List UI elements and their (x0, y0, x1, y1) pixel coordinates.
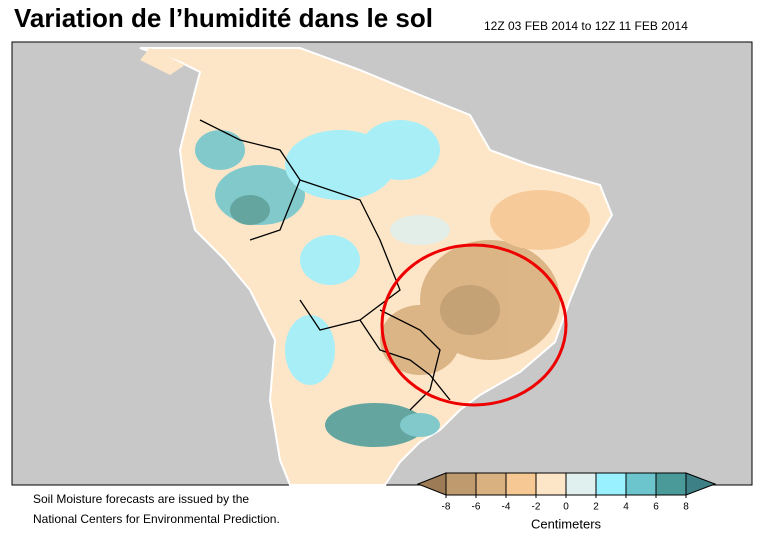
title: Variation de l’humidité dans le sol (14, 3, 433, 33)
colorbar-tick-label: 8 (683, 502, 689, 513)
colorbar-tick-label: 6 (653, 502, 659, 513)
legend-label: Centimeters (531, 516, 602, 531)
colorbar-segment (445, 472, 477, 496)
colorbar: -8 -6 -4 -2 0 2 4 6 8 (416, 472, 717, 513)
colorbar-segment (625, 472, 657, 496)
colorbar-segment (535, 472, 567, 496)
continent (139, 47, 614, 486)
colorbar-segment (655, 472, 687, 496)
colorbar-tick-label: -8 (442, 502, 451, 513)
colorbar-tick-label: 4 (623, 502, 629, 513)
footnote: Soil Moisture forecasts are issued by th… (33, 492, 249, 506)
colorbar-tick-label: -2 (532, 502, 541, 513)
highlight-circle (380, 243, 568, 407)
dry-areas (380, 190, 590, 375)
map (11, 41, 753, 486)
colorbar-segment (595, 472, 627, 496)
colorbar-tick-label: 0 (563, 502, 569, 513)
period: 12Z 03 FEB 2014 to 12Z 11 FEB 2014 (484, 19, 688, 33)
colorbar-segment (565, 472, 597, 496)
wet-areas (195, 120, 450, 447)
colorbar-segment (505, 472, 537, 496)
borders (199, 119, 451, 411)
colorbar-tick-label: -6 (472, 502, 481, 513)
colorbar-tick-label: -4 (502, 502, 511, 513)
footnote: National Centers for Environmental Predi… (33, 512, 280, 526)
colorbar-tick-label: 2 (593, 502, 599, 513)
colorbar-segment (475, 472, 507, 496)
central-america (140, 48, 185, 75)
